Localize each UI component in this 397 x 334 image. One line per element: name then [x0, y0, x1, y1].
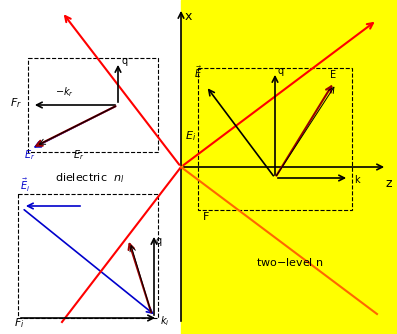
Text: k: k	[354, 175, 360, 185]
Text: q: q	[121, 56, 127, 66]
Text: $-k_r$: $-k_r$	[55, 85, 74, 99]
Text: $E_i$: $E_i$	[185, 129, 196, 143]
Text: E: E	[330, 70, 336, 80]
Text: q: q	[278, 66, 284, 76]
Text: q: q	[156, 236, 162, 246]
Bar	[181, 0, 397, 334]
Text: $F_i$: $F_i$	[14, 316, 25, 330]
Text: x: x	[185, 10, 193, 23]
Text: two$-$level n: two$-$level n	[256, 256, 324, 268]
Bar	[28, 58, 158, 152]
Bar	[198, 68, 352, 210]
Text: $k_i$: $k_i$	[160, 314, 170, 328]
Text: $F_r$: $F_r$	[10, 96, 22, 110]
Text: $E_r$: $E_r$	[73, 148, 84, 162]
Text: z: z	[385, 177, 391, 190]
Bar	[18, 194, 158, 318]
Text: $E_r$: $E_r$	[24, 148, 35, 162]
Text: F: F	[203, 212, 209, 222]
Text: $\vec{E}$: $\vec{E}$	[194, 64, 202, 80]
Text: dielectric  $n_l$: dielectric $n_l$	[55, 171, 125, 185]
Text: $\vec{E}_i$: $\vec{E}_i$	[20, 177, 30, 194]
